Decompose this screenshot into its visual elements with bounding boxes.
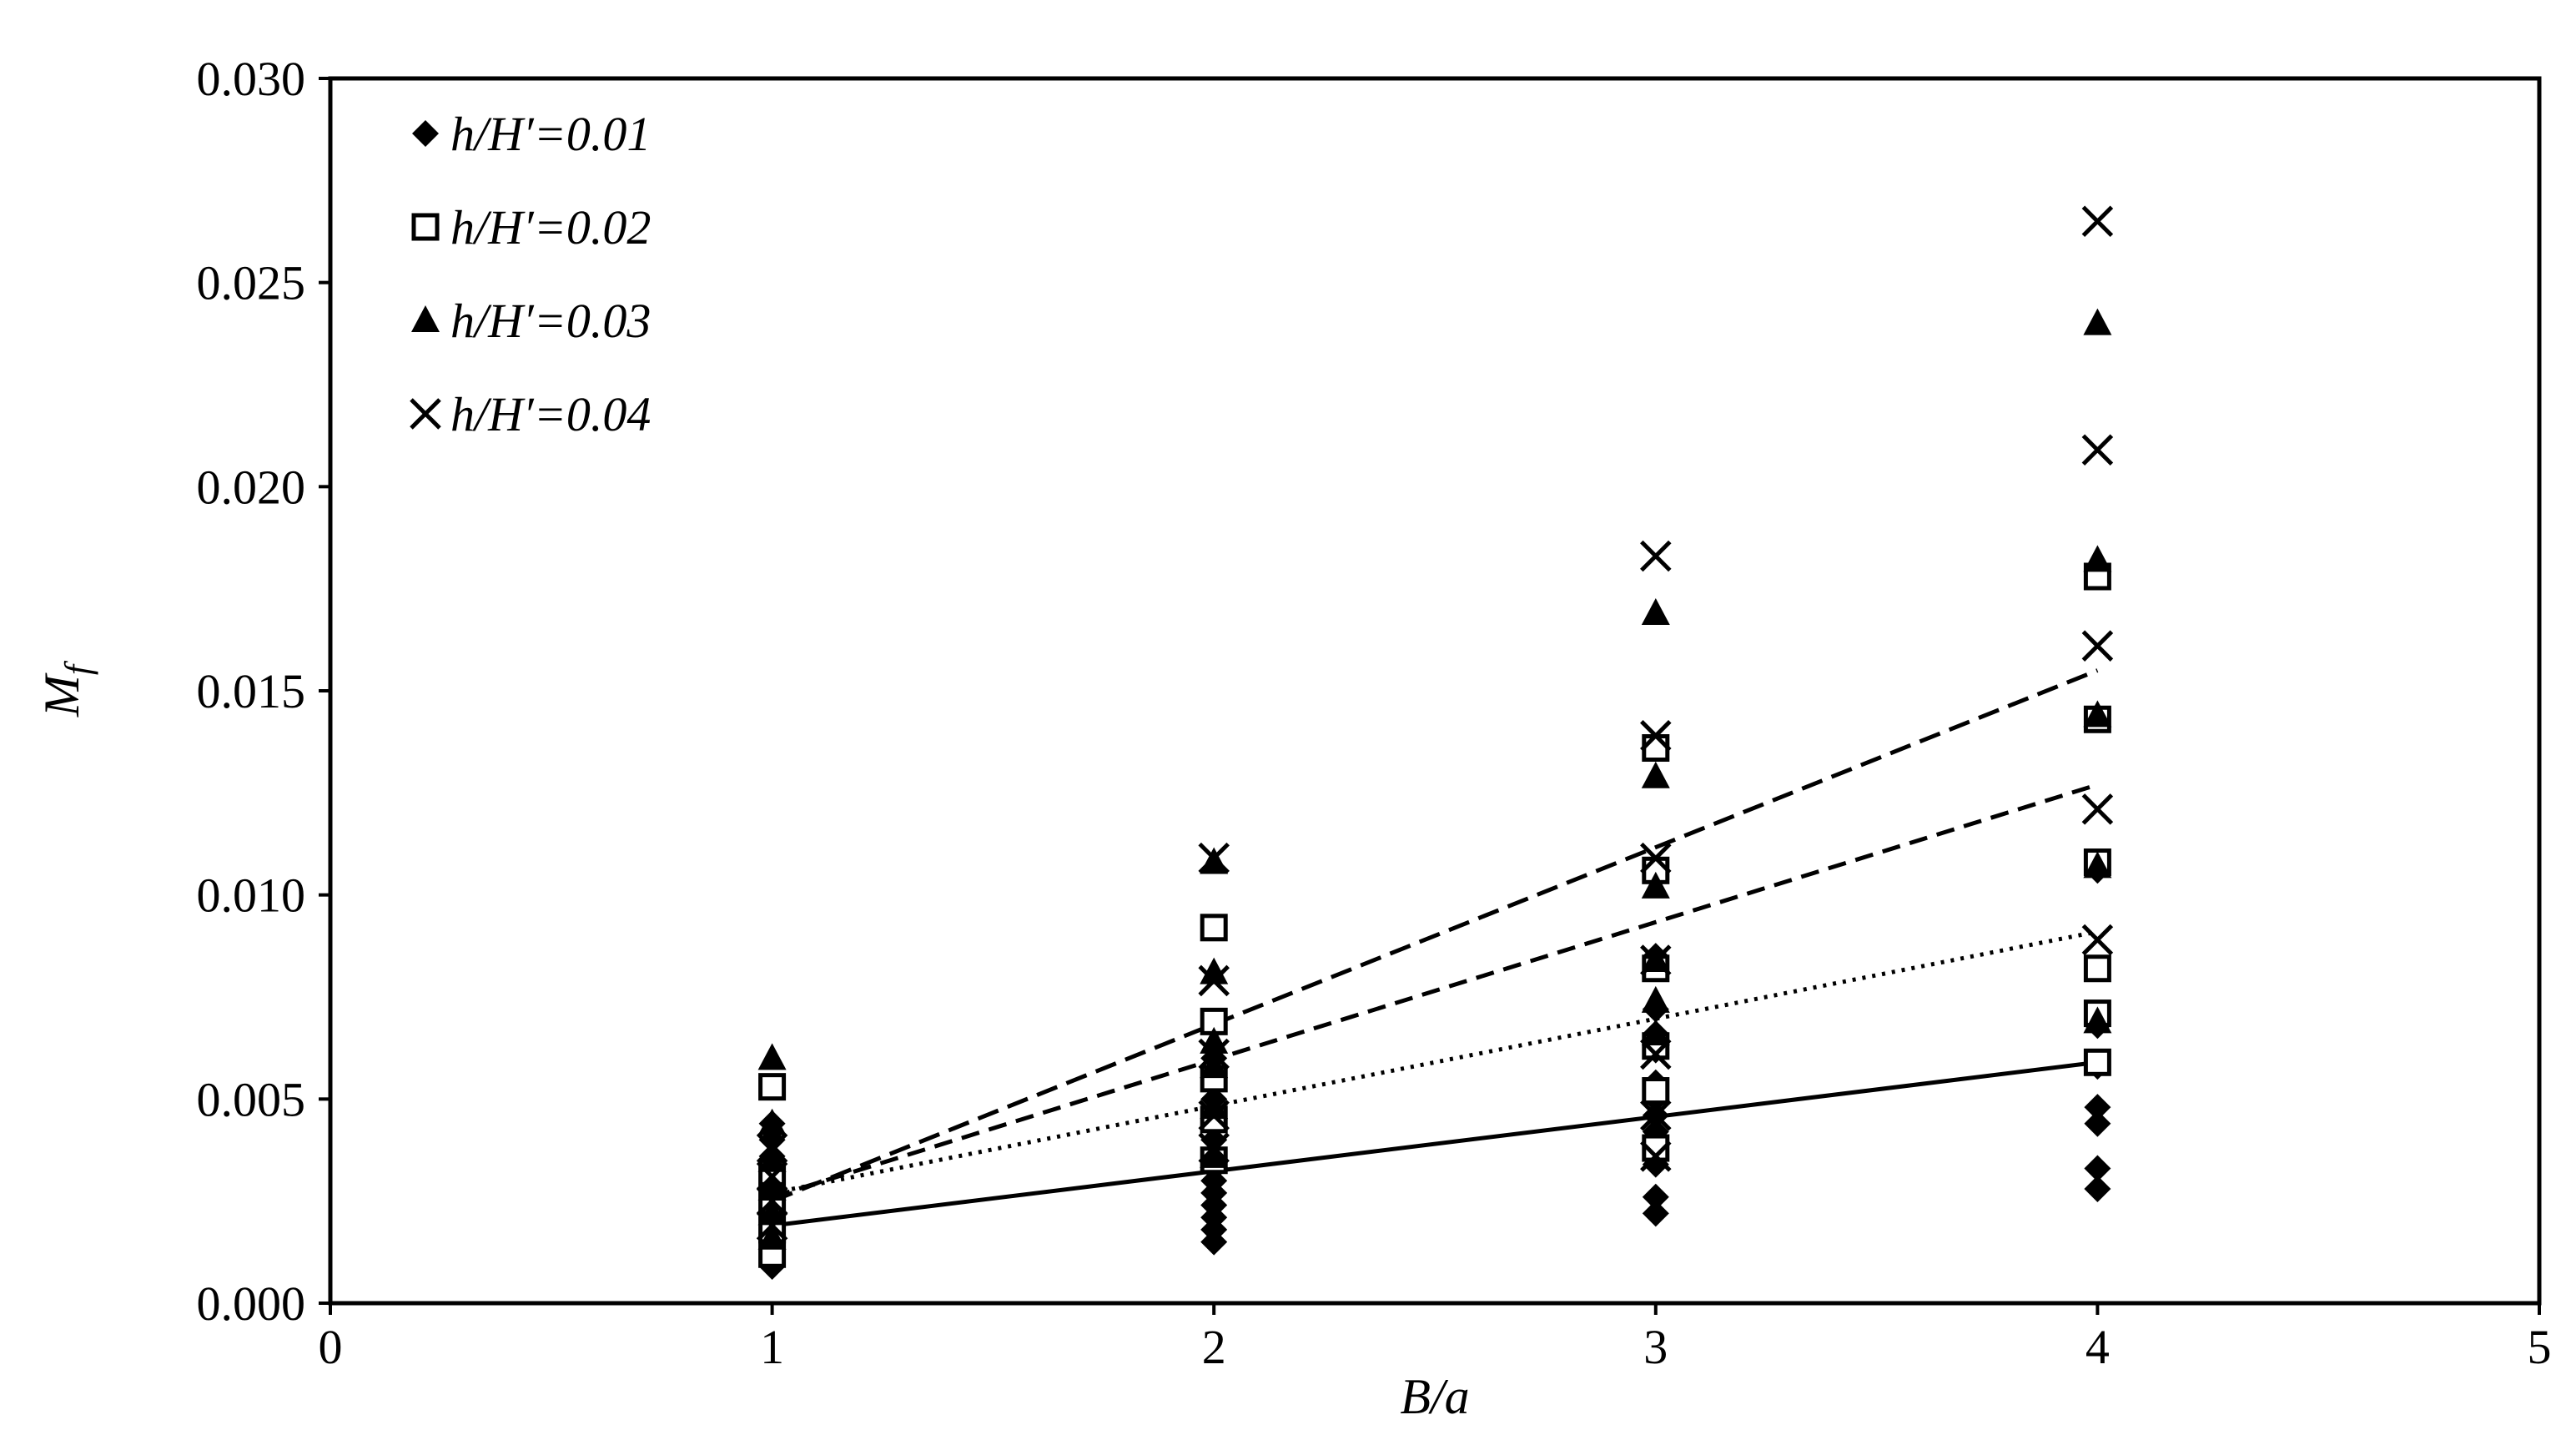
data-point [2083,954,2111,983]
data-point [1200,957,1229,984]
y-tick-label: 0.020 [197,460,306,514]
data-point [1642,1200,1669,1227]
x-tick-label: 4 [2085,1320,2110,1374]
data-point [2081,924,2114,956]
legend-item-1: h/H′=0.01 [412,107,651,161]
y-tick-label: 0.015 [197,664,306,718]
y-axis-ticks: 0.000 0.005 0.010 0.015 0.020 0.025 0.030 [197,52,330,1331]
data-point [1640,540,1672,572]
legend-marker [410,398,441,430]
data-point [1198,842,1230,874]
trendline-series-3 [771,783,2099,1200]
data-point [757,1108,787,1135]
trendlines [771,668,2099,1228]
data-point [1641,985,1670,1013]
legend-marker [411,305,440,332]
series-4-points [756,205,2114,1241]
data-point [2083,1048,2111,1076]
data-point [756,1161,788,1193]
data-point [2084,1155,2111,1182]
y-tick-label: 0.005 [197,1072,306,1126]
data-point [1640,720,1672,752]
y-axis-title: Mf [34,660,98,717]
y-axis-title-main: M [34,672,89,717]
x-tick-label: 3 [1643,1320,1668,1374]
data-points [756,205,2114,1280]
y-tick-label: 0.030 [197,52,306,106]
trendline-series-1 [772,1060,2098,1228]
data-point [1642,1077,1670,1105]
data-point [1198,1132,1230,1164]
data-point [2083,700,2112,728]
data-point [2084,1094,2111,1121]
legend-label: h/H′=0.02 [450,200,651,254]
data-point [1200,1140,1229,1168]
data-point [1642,1183,1669,1211]
data-point [2081,630,2114,662]
x-axis-ticks: 0 1 2 3 4 5 [319,1303,2552,1374]
data-point [757,1222,787,1250]
y-tick-label: 0.025 [197,256,306,310]
legend-marker [411,213,440,241]
legend-item-2: h/H′=0.02 [411,200,651,254]
data-point [757,1043,787,1070]
data-point [1200,1051,1229,1079]
x-tick-label: 1 [760,1320,784,1374]
data-point [2081,793,2114,825]
legend-label: h/H′=0.03 [450,294,651,348]
data-point [757,1145,787,1172]
data-point [2084,1110,2111,1137]
trendline-series-4 [771,668,2099,1203]
data-point [1200,914,1228,942]
data-point [1641,871,1670,899]
data-point [1641,761,1670,788]
legend-item-4: h/H′=0.04 [410,387,651,441]
data-point [1641,598,1670,626]
legend: h/H′=0.01 h/H′=0.02 h/H′=0.03 h/H′=0.04 [410,107,651,441]
data-point [2083,545,2112,572]
data-point [1641,1019,1670,1046]
data-point [756,1210,788,1241]
data-point [1198,1100,1230,1131]
x-axis-title: B/a [1400,1369,1469,1424]
data-point [1198,964,1230,997]
data-point [1640,1038,1672,1070]
data-point [2081,205,2114,238]
y-tick-label: 0.000 [197,1276,306,1331]
data-point [2083,308,2112,335]
data-point [2081,434,2114,466]
data-point [756,1132,788,1164]
data-point [1198,1038,1230,1070]
legend-marker [412,120,439,147]
data-point [1640,1100,1672,1131]
legend-label: h/H′=0.01 [450,107,651,161]
y-tick-label: 0.010 [197,869,306,923]
data-point [1640,944,1672,976]
data-point [1200,1092,1229,1120]
data-point [756,1185,788,1217]
x-tick-label: 5 [2528,1320,2552,1374]
x-tick-label: 0 [319,1320,343,1374]
data-point [2084,1175,2111,1202]
x-tick-label: 2 [1202,1320,1226,1374]
data-point [1640,842,1672,874]
data-point [2083,1006,2112,1034]
data-point [2083,851,2112,879]
data-point [1640,1140,1672,1172]
data-point [1642,734,1670,763]
legend-label: h/H′=0.04 [450,387,651,441]
data-point [758,1073,787,1101]
legend-item-3: h/H′=0.03 [411,294,651,348]
